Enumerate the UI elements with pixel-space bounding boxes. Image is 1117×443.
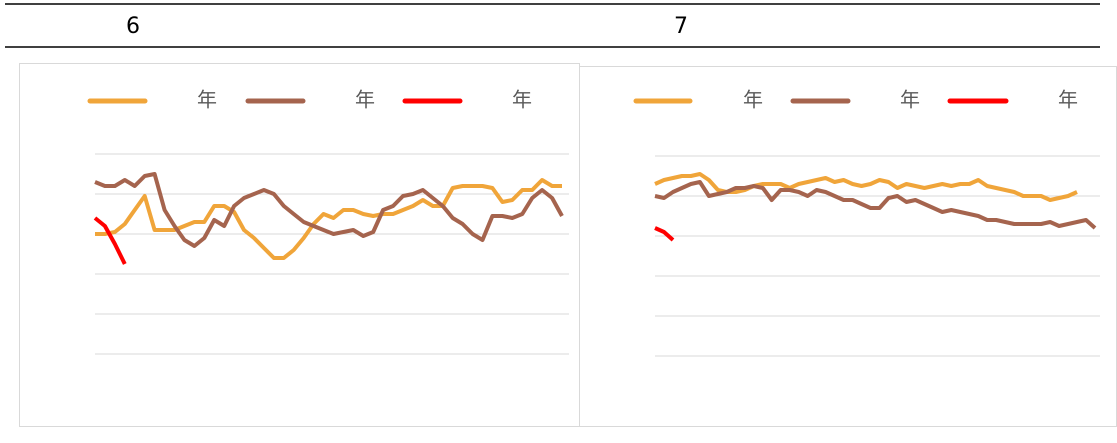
legend-label: 年 bbox=[1058, 88, 1078, 112]
series-line bbox=[95, 178, 562, 260]
chart-frame bbox=[579, 66, 1117, 427]
legend-label: 年 bbox=[512, 88, 532, 112]
legend-label: 年 bbox=[900, 88, 920, 112]
series-line bbox=[93, 216, 127, 265]
legend-label: 年 bbox=[355, 88, 375, 112]
legend-label: 年 bbox=[743, 88, 763, 112]
header-cell: 6 bbox=[126, 14, 140, 39]
series-line bbox=[654, 226, 675, 242]
legend-label: 年 bbox=[197, 88, 217, 112]
series-line bbox=[94, 172, 564, 248]
header-cell: 7 bbox=[674, 14, 688, 39]
series-line bbox=[654, 180, 1097, 230]
